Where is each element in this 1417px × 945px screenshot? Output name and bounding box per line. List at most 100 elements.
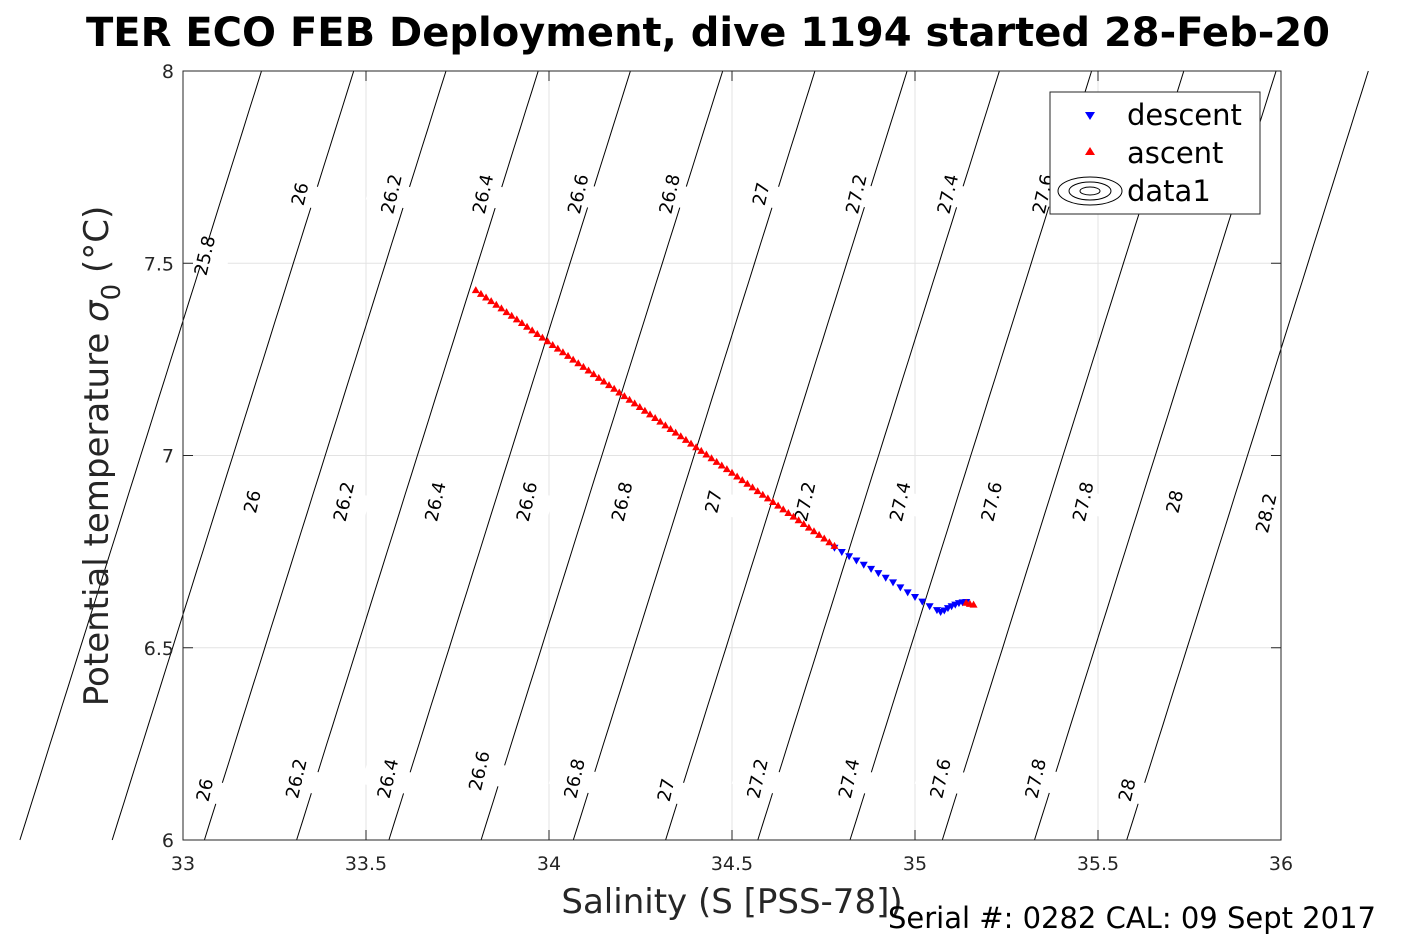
- ascent-point: [671, 428, 680, 436]
- ascent-point: [517, 319, 526, 327]
- ascent-point: [533, 329, 542, 337]
- ascent-point: [799, 519, 808, 527]
- contour-label-background: [874, 485, 927, 518]
- descent-point: [903, 589, 912, 597]
- contour-label-background: [1057, 485, 1110, 518]
- x-tick-label: 33: [171, 853, 195, 875]
- descent-point: [911, 593, 919, 601]
- ascent-point: [507, 311, 516, 319]
- contour-label-background: [501, 485, 553, 518]
- descent-point: [918, 598, 927, 606]
- x-tick-labels: 33 33.5 34 34.5 35 35.5 36: [171, 853, 1293, 875]
- ascent-point: [558, 348, 567, 356]
- contour-label: 28: [1163, 488, 1189, 515]
- ascent-point: [502, 308, 511, 316]
- ascent-point: [569, 355, 578, 363]
- y-axis-label: Potential temperature σ0 (°C): [77, 206, 127, 706]
- contour-label-background: [643, 177, 696, 211]
- contour-label-background: [1149, 485, 1201, 518]
- ascent-point: [784, 508, 793, 516]
- ascent-point: [476, 289, 485, 297]
- contour-label-background: [409, 485, 462, 518]
- ascent-point: [809, 527, 818, 535]
- ascent-point: [528, 326, 537, 334]
- x-tick-label: 34.5: [711, 853, 753, 875]
- x-tick-label: 36: [1269, 853, 1293, 875]
- descent-point: [852, 557, 861, 565]
- ascent-point: [661, 421, 670, 429]
- serial-calibration-note: Serial #: 0282 CAL: 09 Sept 2017: [888, 901, 1376, 935]
- contour-label-background: [914, 762, 967, 795]
- ascent-point: [548, 340, 557, 348]
- data-points: [471, 286, 978, 616]
- legend-data1-label: data1: [1127, 174, 1211, 208]
- ascent-point: [717, 461, 726, 469]
- ascent-point: [728, 468, 736, 476]
- legend-ascent-label: ascent: [1127, 136, 1223, 170]
- contour-label-background: [779, 485, 832, 518]
- contour-label-background: [552, 177, 605, 211]
- ascent-point: [512, 315, 521, 323]
- ascent-point: [538, 333, 547, 341]
- ascent-point: [733, 472, 742, 480]
- descent-point: [845, 553, 854, 561]
- ascent-point: [763, 494, 772, 502]
- contour-label-background: [735, 177, 788, 211]
- ascent-point: [743, 479, 752, 487]
- y-axis-label-symbol: σ: [77, 299, 117, 322]
- ascent-point: [482, 293, 491, 301]
- contour-label: 27: [654, 777, 680, 804]
- contour-label-background: [270, 762, 323, 795]
- descent-point: [837, 549, 846, 557]
- ascent-point: [815, 530, 824, 538]
- ascent-point: [681, 435, 690, 443]
- ascent-point: [768, 498, 777, 506]
- contour-label: 26: [288, 181, 314, 208]
- y-tick-labels: 6 6.5 7 7.5 8: [144, 61, 174, 852]
- descent-point: [896, 584, 905, 592]
- x-tick-label: 35: [903, 853, 927, 875]
- descent-point: [867, 565, 876, 573]
- ascent-point: [553, 344, 562, 352]
- x-tick-label: 33.5: [345, 853, 387, 875]
- contour-label: 27: [749, 181, 775, 208]
- contour-label-background: [830, 177, 883, 211]
- ascent-point: [830, 541, 839, 549]
- ascent-point: [625, 395, 634, 403]
- contour-label-background: [687, 485, 740, 518]
- contour-label: 27: [701, 488, 727, 515]
- ascent-point: [712, 457, 721, 465]
- y-tick-label: 7.5: [144, 253, 174, 275]
- chart-title: TER ECO FEB Deployment, dive 1194 starte…: [86, 10, 1330, 56]
- contour-label-background: [596, 485, 649, 518]
- y-axis-label-unit: (°C): [77, 206, 117, 284]
- descent-point: [859, 561, 868, 569]
- y-tick-label: 6: [162, 830, 174, 852]
- legend-descent-marker: [1085, 112, 1095, 120]
- descent-point: [881, 574, 890, 582]
- legend-box: [1049, 91, 1261, 215]
- contour-label-background: [1009, 762, 1062, 795]
- ascent-point: [564, 351, 573, 359]
- ascent-point: [722, 465, 731, 473]
- ascent-point: [651, 414, 660, 422]
- contour-label: 26: [193, 777, 219, 804]
- descent-point: [874, 570, 883, 578]
- ascent-point: [687, 439, 696, 447]
- contour-label-background: [318, 485, 370, 518]
- ascent-point: [656, 417, 665, 425]
- ascent-point: [579, 362, 588, 370]
- contour-label-background: [457, 177, 509, 211]
- ascent-point: [779, 505, 788, 513]
- ascent-point: [820, 534, 829, 542]
- ascent-point: [523, 322, 532, 330]
- contour-label-background: [365, 177, 418, 211]
- ascent-point: [748, 483, 757, 491]
- ascent-point: [702, 450, 711, 458]
- contour-label-background: [179, 773, 231, 807]
- ascent-point: [969, 600, 978, 608]
- legend-descent-label: descent: [1127, 98, 1242, 132]
- y-tick-label: 8: [162, 61, 174, 83]
- contour-label-background: [226, 485, 279, 518]
- ascent-point: [825, 538, 834, 546]
